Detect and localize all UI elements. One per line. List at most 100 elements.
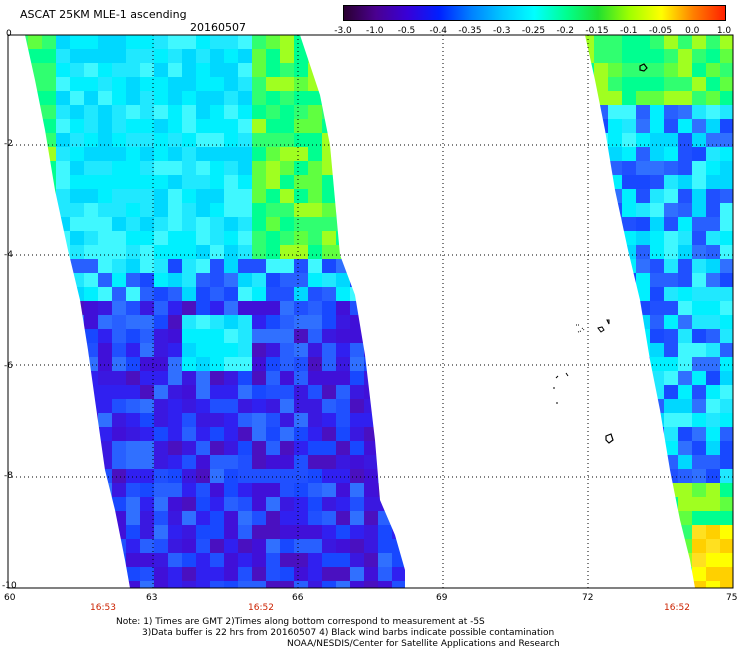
data-cell [294, 231, 308, 245]
data-cell [266, 497, 280, 511]
data-cell [25, 427, 28, 441]
data-cell [336, 259, 350, 273]
data-cell [406, 35, 420, 49]
lat-label-0: 0 [6, 29, 12, 39]
data-cell [392, 567, 405, 581]
data-cell [392, 301, 405, 315]
data-cell [154, 497, 168, 511]
data-cell [650, 287, 664, 301]
data-cell [112, 441, 126, 455]
data-cell [28, 539, 42, 553]
data-cell [636, 175, 650, 189]
data-cell [168, 511, 182, 525]
data-cell [692, 329, 706, 343]
data-cell [378, 399, 392, 413]
colorbar-tick-label: -0.25 [521, 26, 546, 36]
data-cell [168, 189, 182, 203]
data-cell [678, 539, 692, 553]
data-cell [140, 217, 154, 231]
data-cell [126, 77, 140, 91]
data-cell [706, 553, 720, 567]
data-cell [224, 343, 238, 357]
data-cell [0, 189, 14, 203]
data-cell [154, 455, 168, 469]
data-cell [70, 203, 84, 217]
data-cell [84, 329, 98, 343]
data-cell [112, 413, 126, 427]
data-cell [196, 203, 210, 217]
data-cell [678, 35, 692, 49]
data-cell [378, 35, 392, 49]
colorbar-tick-label: -0.5 [397, 26, 416, 36]
data-cell [42, 175, 56, 189]
data-cell [392, 133, 405, 147]
data-cell [280, 231, 294, 245]
data-cell [84, 315, 98, 329]
data-cell [720, 539, 733, 553]
data-cell [650, 147, 664, 161]
data-cell [140, 567, 154, 581]
data-cell [98, 91, 112, 105]
data-cell [112, 455, 126, 469]
data-cell [308, 511, 322, 525]
data-cell [350, 497, 364, 511]
data-cell [734, 427, 740, 441]
data-cell [280, 259, 294, 273]
data-cell [664, 175, 678, 189]
data-cell [678, 49, 692, 63]
data-cell [266, 385, 280, 399]
data-cell [364, 91, 378, 105]
data-cell [636, 553, 650, 567]
data-cell [70, 273, 84, 287]
data-cell [650, 189, 664, 203]
data-cell [25, 525, 28, 539]
data-cell [706, 455, 720, 469]
data-cell [636, 49, 650, 63]
data-cell [350, 413, 364, 427]
data-cell [692, 119, 706, 133]
data-cell [168, 175, 182, 189]
data-cell [650, 175, 664, 189]
data-cell [70, 315, 84, 329]
data-cell [692, 371, 706, 385]
data-cell [364, 357, 378, 371]
data-cell [294, 581, 308, 588]
data-cell [734, 539, 740, 553]
data-cell [706, 511, 720, 525]
data-cell [706, 441, 720, 455]
data-cell [378, 49, 392, 63]
data-cell [622, 35, 636, 49]
data-cell [608, 497, 622, 511]
data-cell [378, 329, 392, 343]
data-cell [594, 567, 608, 581]
data-cell [196, 399, 210, 413]
data-cell [392, 77, 405, 91]
data-cell [322, 273, 336, 287]
data-cell [378, 119, 392, 133]
data-cell [678, 469, 692, 483]
data-cell [392, 217, 405, 231]
data-cell [210, 217, 224, 231]
data-cell [154, 287, 168, 301]
data-cell [140, 35, 154, 49]
data-cell [98, 231, 112, 245]
data-cell [0, 399, 14, 413]
data-cell [636, 189, 650, 203]
data-cell [692, 133, 706, 147]
data-cell [706, 245, 720, 259]
data-cell [720, 511, 733, 525]
data-cell [280, 49, 294, 63]
data-cell [98, 413, 112, 427]
data-cell [294, 469, 308, 483]
data-cell [308, 287, 322, 301]
data-cell [224, 357, 238, 371]
data-cell [364, 231, 378, 245]
data-cell [112, 133, 126, 147]
data-cell [392, 161, 405, 175]
data-cell [70, 301, 84, 315]
data-cell [182, 427, 196, 441]
data-cell [280, 441, 294, 455]
data-cell [378, 371, 392, 385]
data-cell [734, 91, 740, 105]
data-cell [636, 399, 650, 413]
